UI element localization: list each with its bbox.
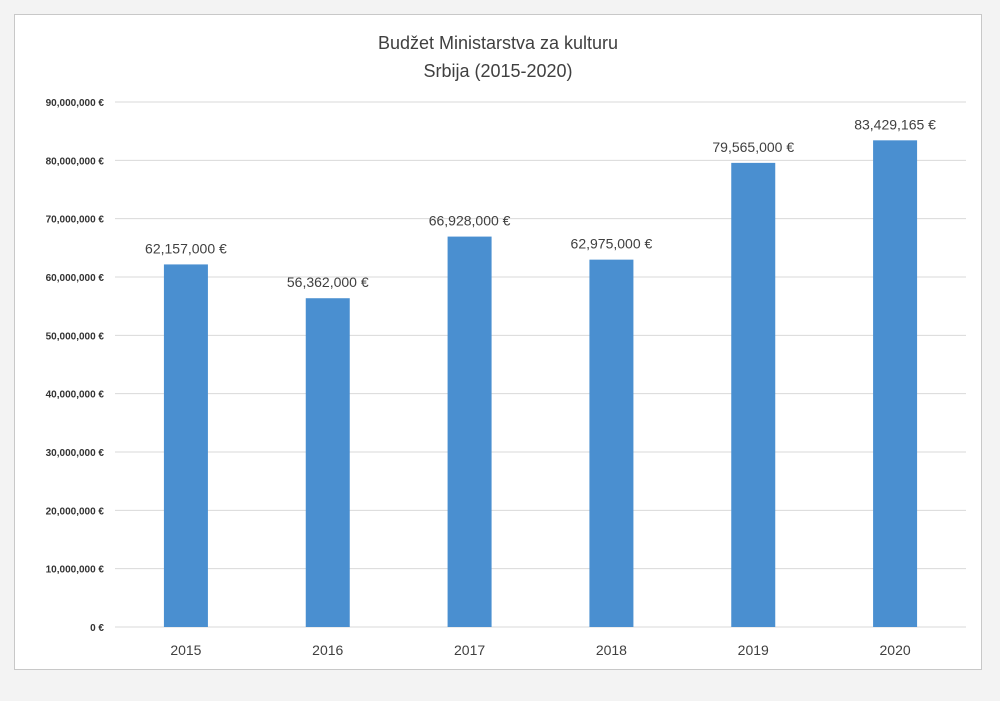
bar-2019	[731, 162, 776, 627]
bar-2020	[873, 140, 918, 627]
data-label-2017: 66,928,000 €	[429, 213, 511, 229]
y-tick-label: 30,000,000 €	[46, 448, 105, 459]
bars	[163, 140, 918, 627]
bar-2017	[447, 236, 492, 627]
x-tick-label-2020: 2020	[880, 642, 911, 658]
y-tick-label: 10,000,000 €	[46, 565, 105, 576]
x-tick-label-2018: 2018	[596, 642, 627, 658]
data-labels: 62,157,000 € 56,362,000 € 66,928,000 € 62,9…	[145, 116, 936, 290]
x-tick-label-2017: 2017	[454, 642, 485, 658]
bar-2016	[305, 298, 350, 627]
data-label-2019: 79,565,000 €	[712, 139, 794, 155]
data-label-2016: 56,362,000 €	[287, 274, 369, 290]
chart-title: Budžet Ministarstva za kulturu	[378, 33, 618, 53]
x-tick-label-2019: 2019	[738, 642, 769, 658]
x-tick-label-2015: 2015	[170, 642, 201, 658]
bar-2018	[589, 259, 634, 627]
x-tick-label-2016: 2016	[312, 642, 343, 658]
y-tick-label: 20,000,000 €	[46, 506, 105, 517]
x-axis-tick-labels: 2015 2016 2017 2018 2019 2020	[170, 642, 911, 658]
bar-2015	[163, 264, 208, 627]
chart-subtitle: Srbija (2015-2020)	[423, 61, 572, 81]
y-tick-label: 90,000,000 €	[46, 98, 105, 109]
y-tick-label: 40,000,000 €	[46, 390, 105, 401]
data-label-2020: 83,429,165 €	[854, 116, 936, 132]
y-tick-label: 70,000,000 €	[46, 215, 105, 226]
y-tick-label: 60,000,000 €	[46, 273, 105, 284]
gridlines	[115, 101, 966, 628]
y-tick-label: 50,000,000 €	[46, 331, 105, 342]
y-tick-label: 80,000,000 €	[46, 156, 105, 167]
data-label-2018: 62,975,000 €	[571, 236, 653, 252]
y-tick-label: 0 €	[90, 623, 104, 634]
y-axis-tick-labels: 0 € 10,000,000 € 20,000,000 € 30,000,000 € 4…	[46, 98, 105, 634]
data-label-2015: 62,157,000 €	[145, 240, 227, 256]
